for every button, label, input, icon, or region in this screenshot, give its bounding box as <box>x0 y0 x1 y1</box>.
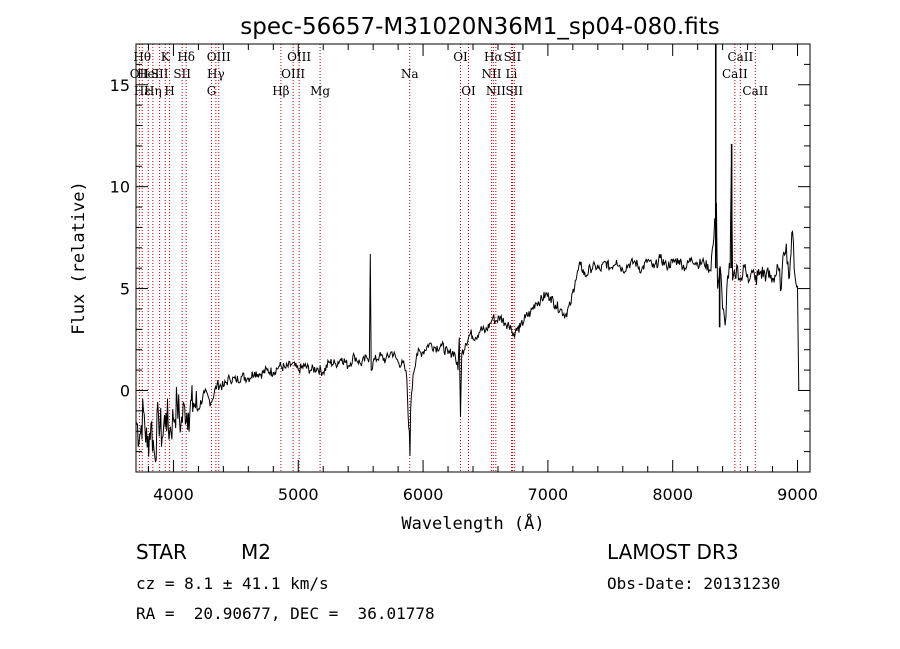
line-label-2-0: HeI <box>137 67 160 81</box>
line-label-16-0: Na <box>401 67 419 81</box>
spectral-line-markers: OIIHθHεHeIHηSIIKHSIIHδGHγOIIIHβOIIIOIIIM… <box>130 44 768 472</box>
redshift-cz: cz = 8.1 ± 41.1 km/s <box>136 574 329 593</box>
line-label-26-0: CaII <box>727 50 753 64</box>
x-tick-label-4: 8000 <box>652 485 693 504</box>
x-axis-label: Wavelength (Å) <box>401 512 544 534</box>
chart-title: spec-56657-M31020N36M1_sp04-080.fits <box>240 14 719 40</box>
survey-name: LAMOST DR3 <box>607 540 739 564</box>
line-label-27-0: CaII <box>742 84 768 98</box>
line-label-1-1: Hε <box>134 84 151 98</box>
y-tick-label-3: 15 <box>110 76 130 95</box>
line-label-1-0: Hθ <box>133 50 151 64</box>
y-tick-label-1: 5 <box>120 280 130 299</box>
x-tick-label-5: 9000 <box>777 485 818 504</box>
line-label-8-0: Hδ <box>177 50 195 64</box>
plot-frame <box>135 43 811 473</box>
line-label-19-0: NII <box>481 67 501 81</box>
line-label-14-0: OIII <box>287 50 311 64</box>
line-label-18-0: OI <box>461 84 476 98</box>
line-label-5-0: K <box>161 50 171 64</box>
line-label-24-0: SII <box>505 84 523 98</box>
y-tick-label-2: 10 <box>110 178 130 197</box>
x-tick-label-1: 5000 <box>278 485 319 504</box>
line-label-4-0: SII <box>151 67 169 81</box>
line-label-22-0: Li <box>506 67 518 81</box>
line-label-9-0: G <box>207 84 217 98</box>
line-label-10-0: Hγ <box>207 67 225 81</box>
line-label-17-0: OI <box>453 50 468 64</box>
line-label-13-0: OIII <box>281 67 305 81</box>
x-tick-label-3: 7000 <box>528 485 569 504</box>
line-label-7-0: SII <box>173 67 191 81</box>
object-subclass: M2 <box>241 540 271 564</box>
line-label-11-0: OIII <box>207 50 231 64</box>
line-label-21-0: NII <box>486 84 506 98</box>
line-label-6-0: H <box>164 84 174 98</box>
x-tick-label-0: 4000 <box>153 485 194 504</box>
y-tick-label-0: 0 <box>120 381 130 400</box>
observation-date: Obs-Date: 20131230 <box>607 574 780 593</box>
object-class: STAR <box>136 540 187 564</box>
x-tick-label-2: 6000 <box>403 485 444 504</box>
line-label-15-0: Mg <box>310 84 330 98</box>
line-label-20-0: Hα <box>484 50 503 64</box>
spectrum-line <box>135 166 800 463</box>
line-label-25-0: CaII <box>722 67 748 81</box>
y-axis-label: Flux (relative) <box>69 181 89 335</box>
spectrum-series <box>135 44 800 463</box>
line-label-23-0: SII <box>504 50 522 64</box>
line-label-12-0: Hβ <box>272 84 289 98</box>
axis-ticks: 4000 5000 6000 7000 8000 9000 0 5 10 15 <box>110 43 818 504</box>
line-label-0-0: OII <box>130 67 150 81</box>
line-label-3-0: Hη <box>144 84 162 98</box>
coordinates: RA = 20.90677, DEC = 36.01778 <box>136 604 435 623</box>
